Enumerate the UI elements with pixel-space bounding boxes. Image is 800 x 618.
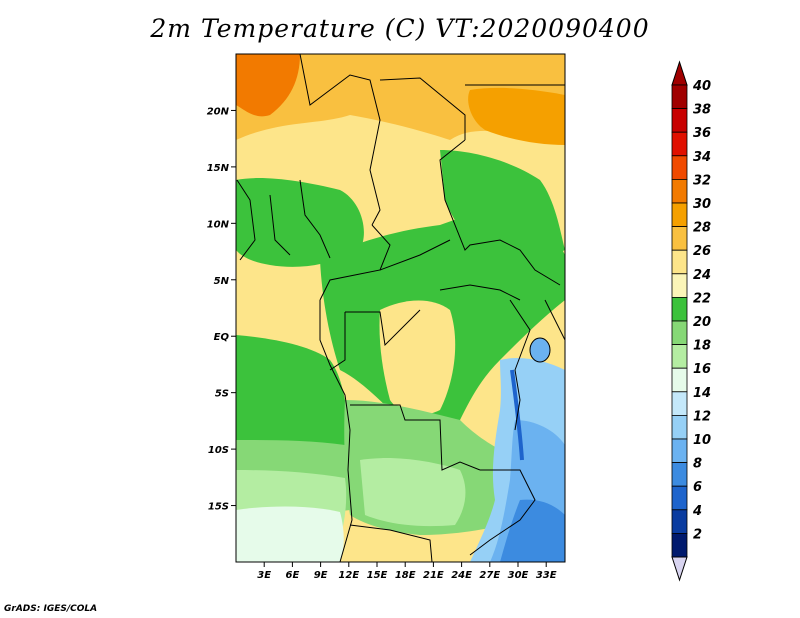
lat-tick-label: 5N (214, 276, 230, 287)
colorbar-swatch (671, 296, 688, 322)
colorbar-label: 24 (693, 268, 711, 283)
colorbar-swatch (671, 273, 688, 298)
region-east-deep (500, 499, 565, 562)
colorbar-bottom-arrow (671, 556, 688, 582)
colorbar-top-arrow (671, 60, 688, 86)
colorbar-swatch (671, 131, 688, 157)
region-green-west (236, 178, 364, 267)
lat-tick-label: 15N (207, 163, 230, 174)
grads-credit: GrADS: IGES/COLA (4, 604, 98, 614)
lake-victoria (529, 337, 551, 363)
lon-tick-label: 21E (423, 570, 444, 581)
lon-tick-label: 15E (367, 570, 388, 581)
lat-tick-label: 15S (208, 502, 229, 513)
region-congo-interior (379, 300, 456, 416)
lat-tick-label: 5S (215, 389, 229, 400)
colorbar-label: 16 (693, 362, 711, 377)
lat-tick-label: EQ (214, 332, 230, 343)
colorbar-swatch (671, 344, 688, 369)
colorbar-swatch (671, 320, 688, 346)
region-gabon (236, 265, 322, 339)
colorbar-label: 26 (693, 244, 711, 259)
colorbar-label: 4 (692, 504, 702, 519)
colorbar-label: 18 (693, 339, 711, 354)
colorbar: 40 38 36 34 32 30 28 26 24 22 20 18 16 14 12 10 8 6 4 2 (671, 60, 711, 582)
colorbar-swatch (671, 509, 688, 534)
lon-tick-label: 27E (479, 570, 500, 581)
colorbar-label: 32 (693, 173, 711, 188)
region-green-east (440, 150, 565, 259)
colorbar-label: 36 (693, 126, 711, 141)
lon-tick-label: 12E (338, 570, 359, 581)
colorbar-label: 22 (693, 291, 711, 306)
colorbar-label: 10 (693, 433, 711, 448)
lon-tick-label: 33E (536, 570, 557, 581)
colorbar-swatch (671, 155, 688, 180)
chart-title: 2m Temperature (C) VT:2020090400 (150, 14, 650, 43)
lon-tick-label: 3E (257, 570, 271, 581)
latitude-axis: 20N 15N 10N 5N EQ 5S 10S 15S (207, 106, 236, 513)
colorbar-swatch (671, 178, 688, 204)
colorbar-swatch (671, 485, 688, 511)
country-borders (236, 54, 565, 562)
region-very-hot-nw (236, 54, 300, 117)
colorbar-swatch (671, 462, 688, 487)
colorbar-label: 40 (692, 79, 711, 94)
lon-tick-label: 9E (314, 570, 328, 581)
colorbar-swatch (671, 414, 688, 440)
colorbar-swatch (671, 202, 688, 228)
colorbar-swatch (671, 533, 688, 558)
colorbar-label: 38 (693, 103, 711, 118)
colorbar-label: 14 (693, 386, 711, 401)
region-atlantic-cold (236, 506, 344, 562)
region-angola-pale (360, 458, 466, 527)
colorbar-swatch (671, 367, 688, 393)
colorbar-label: 6 (693, 480, 702, 495)
colorbar-swatch (671, 249, 688, 275)
colorbar-label: 20 (693, 315, 711, 330)
lat-tick-label: 10S (208, 445, 229, 456)
lon-tick-label: 30E (508, 570, 529, 581)
region-very-hot-ne (468, 87, 565, 145)
colorbar-swatch (671, 391, 688, 416)
colorbar-swatch (671, 84, 688, 110)
colorbar-swatch (671, 438, 688, 464)
temperature-field (236, 54, 565, 562)
map-frame (235, 53, 566, 563)
lat-tick-label: 10N (207, 219, 230, 230)
colorbar-label: 28 (693, 221, 711, 236)
longitude-axis: 3E 6E 9E 12E 15E 18E 21E 24E 27E 30E 33E (257, 562, 557, 581)
colorbar-swatch (671, 226, 688, 251)
colorbar-label: 12 (693, 409, 711, 424)
lon-tick-label: 18E (395, 570, 416, 581)
colorbar-swatch (671, 108, 688, 133)
lon-tick-label: 24E (451, 570, 472, 581)
colorbar-label: 30 (693, 197, 711, 212)
colorbar-label: 2 (693, 527, 702, 542)
lat-tick-label: 20N (207, 106, 230, 117)
colorbar-label: 34 (693, 150, 711, 165)
colorbar-label: 8 (693, 457, 702, 472)
lon-tick-label: 6E (286, 570, 300, 581)
